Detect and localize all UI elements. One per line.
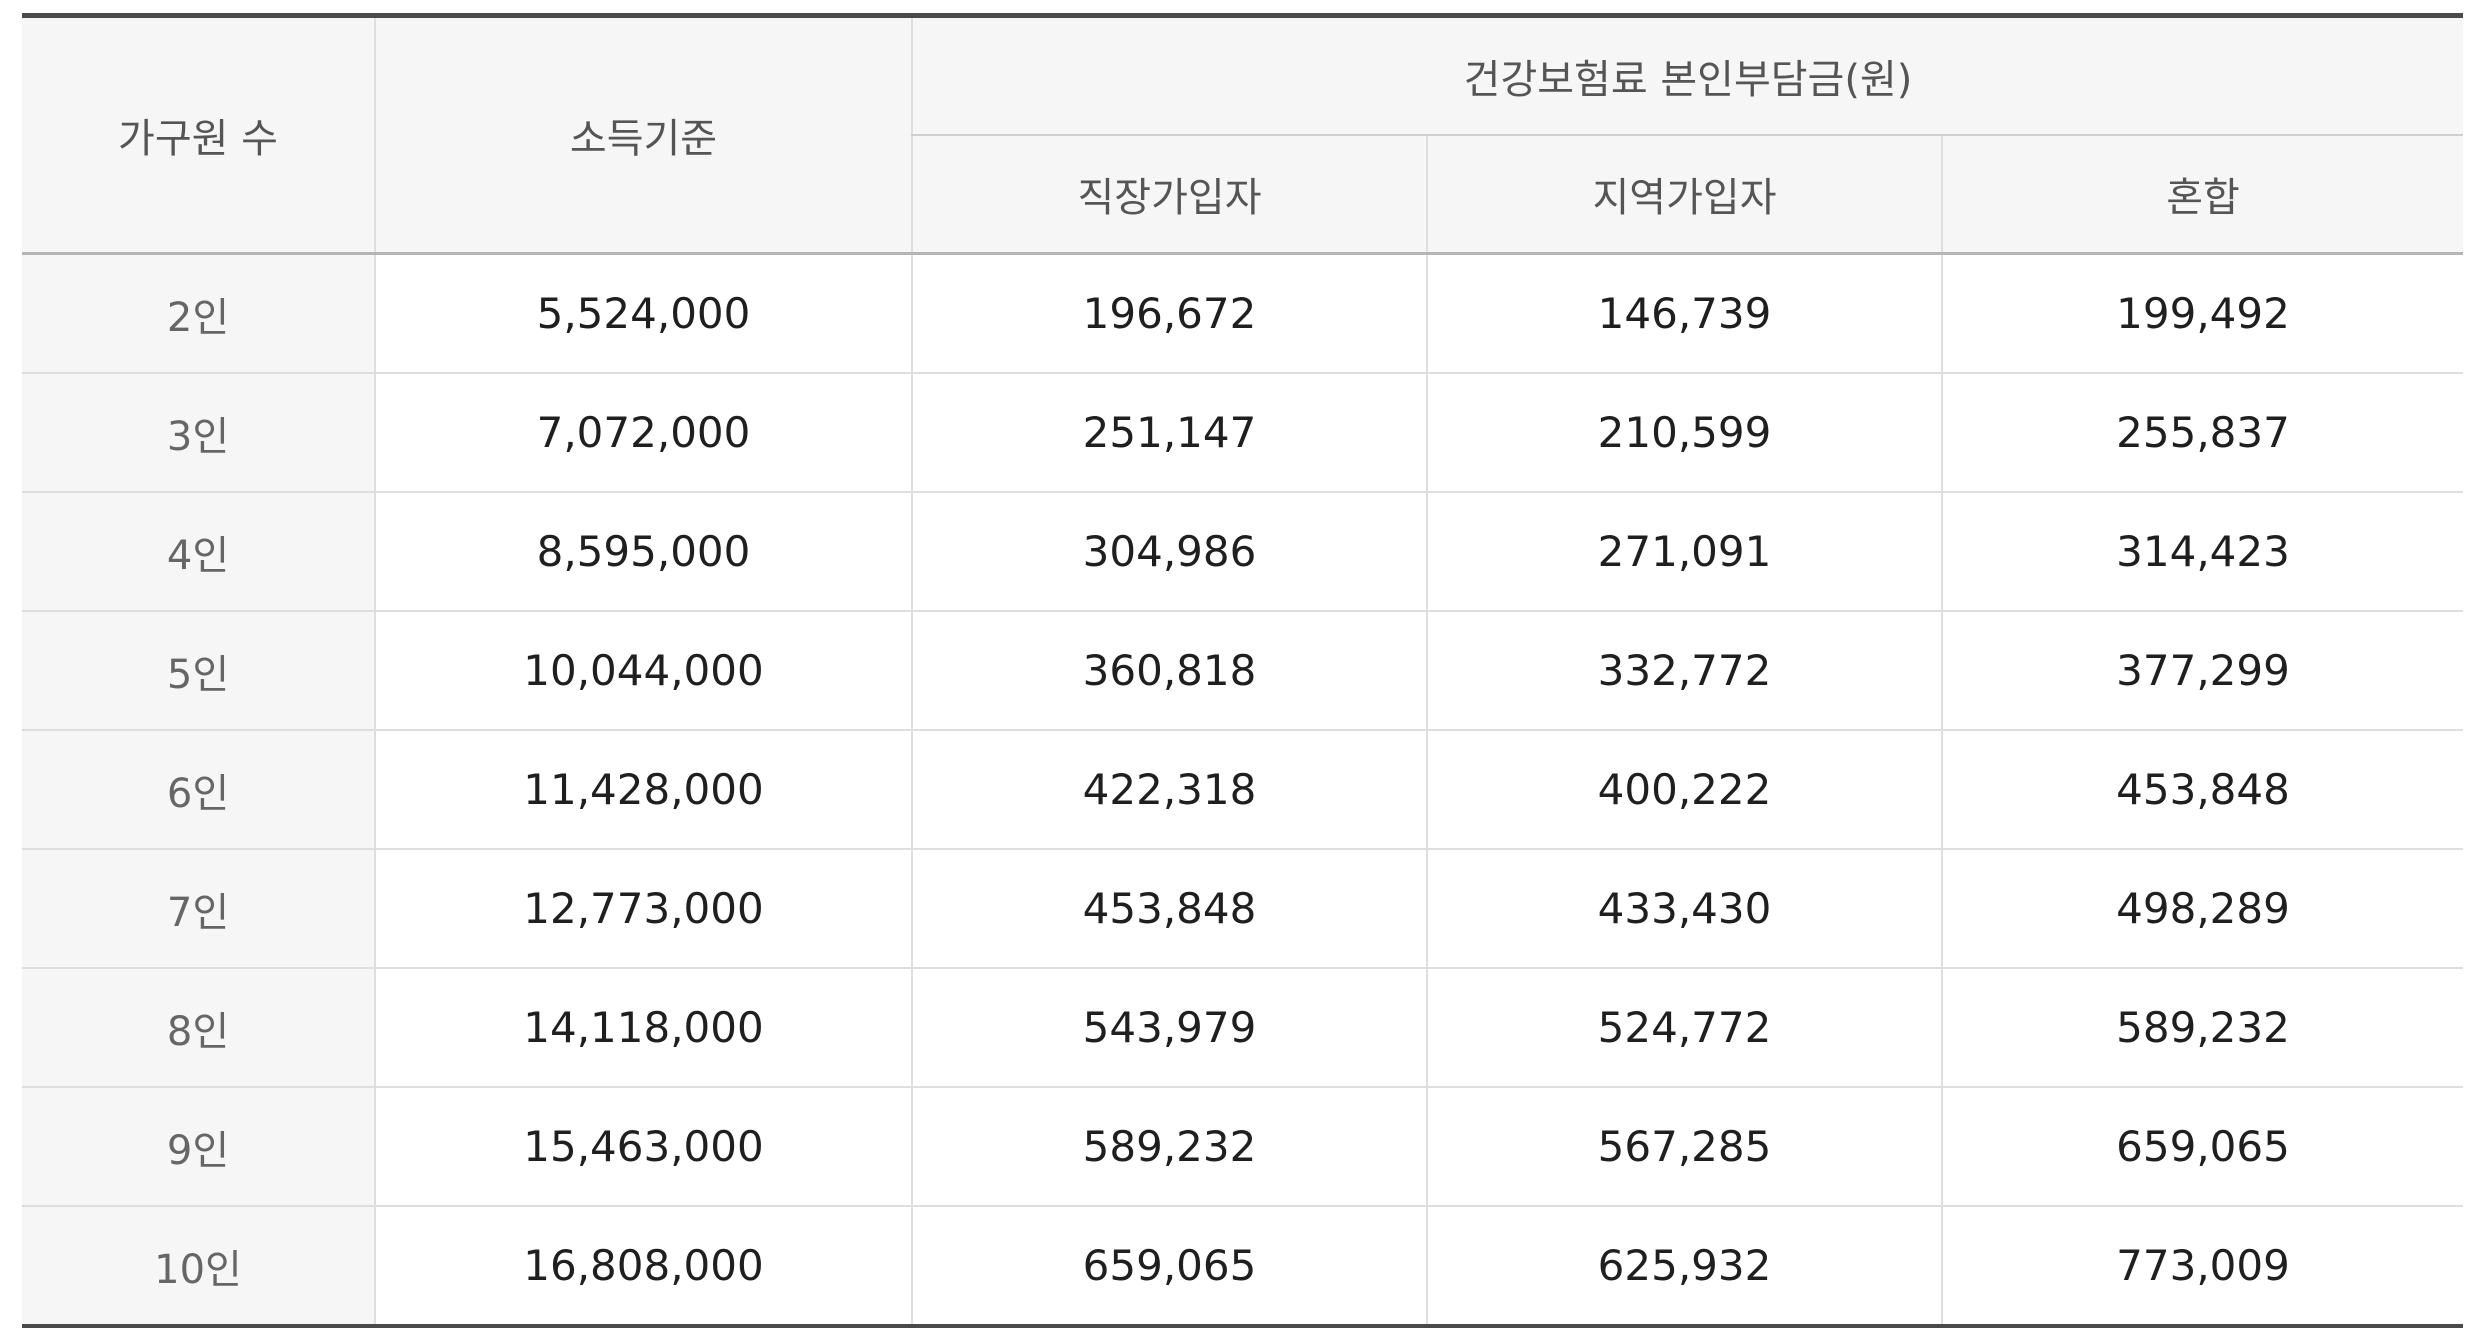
cell-income: 12,773,000 — [374, 849, 912, 969]
cell-household: 5인 — [22, 611, 375, 731]
cell-mixed: 498,289 — [1940, 849, 2464, 969]
cell-regional: 146,739 — [1426, 253, 1942, 374]
cell-employee: 453,848 — [911, 849, 1427, 969]
cell-regional: 210,599 — [1426, 373, 1942, 493]
cell-regional: 332,772 — [1426, 611, 1942, 731]
cell-regional: 400,222 — [1426, 730, 1942, 850]
table-row: 10인 16,808,000 659,065 625,932 773,009 — [22, 1206, 2464, 1328]
cell-income: 5,524,000 — [374, 253, 912, 374]
cell-employee: 589,232 — [911, 1087, 1427, 1207]
cell-household: 7인 — [22, 849, 375, 969]
table-row: 8인 14,118,000 543,979 524,772 589,232 — [22, 968, 2464, 1088]
cell-mixed: 199,492 — [1940, 253, 2464, 374]
table-row: 4인 8,595,000 304,986 271,091 314,423 — [22, 492, 2464, 612]
cell-income: 16,808,000 — [374, 1206, 912, 1328]
cell-income: 14,118,000 — [374, 968, 912, 1088]
table-row: 6인 11,428,000 422,318 400,222 453,848 — [22, 730, 2464, 850]
cell-mixed: 659,065 — [1940, 1087, 2464, 1207]
header-employee: 직장가입자 — [911, 135, 1427, 255]
cell-regional: 524,772 — [1426, 968, 1942, 1088]
cell-household: 10인 — [22, 1206, 375, 1328]
health-insurance-table-container: 가구원 수 소득기준 건강보험료 본인부담금(원) 직장가입자 지역가입자 혼합… — [22, 13, 2464, 1328]
cell-mixed: 377,299 — [1940, 611, 2464, 731]
header-household: 가구원 수 — [22, 13, 375, 255]
cell-household: 9인 — [22, 1087, 375, 1207]
cell-household: 4인 — [22, 492, 375, 612]
table-row: 5인 10,044,000 360,818 332,772 377,299 — [22, 611, 2464, 731]
cell-household: 6인 — [22, 730, 375, 850]
cell-household: 8인 — [22, 968, 375, 1088]
cell-regional: 271,091 — [1426, 492, 1942, 612]
cell-employee: 304,986 — [911, 492, 1427, 612]
cell-regional: 567,285 — [1426, 1087, 1942, 1207]
cell-regional: 625,932 — [1426, 1206, 1942, 1328]
cell-mixed: 314,423 — [1940, 492, 2464, 612]
header-row-top: 가구원 수 소득기준 건강보험료 본인부담금(원) — [22, 13, 2464, 255]
header-insurance-group: 건강보험료 본인부담금(원) — [910, 13, 2464, 136]
cell-mixed: 255,837 — [1940, 373, 2464, 493]
table-body: 2인 5,524,000 196,672 146,739 199,492 3인 … — [22, 253, 2464, 1328]
header-mixed: 혼합 — [1940, 135, 2464, 255]
cell-income: 10,044,000 — [374, 611, 912, 731]
cell-household: 2인 — [22, 253, 375, 374]
header-regional: 지역가입자 — [1426, 135, 1942, 255]
cell-income: 8,595,000 — [374, 492, 912, 612]
cell-employee: 543,979 — [911, 968, 1427, 1088]
cell-income: 7,072,000 — [374, 373, 912, 493]
table-header: 가구원 수 소득기준 건강보험료 본인부담금(원) 직장가입자 지역가입자 혼합 — [22, 13, 2464, 255]
cell-mixed: 773,009 — [1940, 1206, 2464, 1328]
cell-regional: 433,430 — [1426, 849, 1942, 969]
cell-employee: 422,318 — [911, 730, 1427, 850]
cell-income: 11,428,000 — [374, 730, 912, 850]
header-row-sub: 직장가입자 지역가입자 혼합 — [22, 135, 2464, 255]
cell-employee: 251,147 — [911, 373, 1427, 493]
table-row: 2인 5,524,000 196,672 146,739 199,492 — [22, 253, 2464, 374]
table-row: 9인 15,463,000 589,232 567,285 659,065 — [22, 1087, 2464, 1207]
cell-mixed: 589,232 — [1940, 968, 2464, 1088]
cell-mixed: 453,848 — [1940, 730, 2464, 850]
cell-employee: 360,818 — [911, 611, 1427, 731]
cell-household: 3인 — [22, 373, 375, 493]
table-row: 3인 7,072,000 251,147 210,599 255,837 — [22, 373, 2464, 493]
health-insurance-table: 가구원 수 소득기준 건강보험료 본인부담금(원) 직장가입자 지역가입자 혼합… — [22, 13, 2464, 1328]
cell-employee: 659,065 — [911, 1206, 1427, 1328]
table-row: 7인 12,773,000 453,848 433,430 498,289 — [22, 849, 2464, 969]
header-income: 소득기준 — [374, 13, 912, 255]
cell-income: 15,463,000 — [374, 1087, 912, 1207]
cell-employee: 196,672 — [911, 253, 1427, 374]
